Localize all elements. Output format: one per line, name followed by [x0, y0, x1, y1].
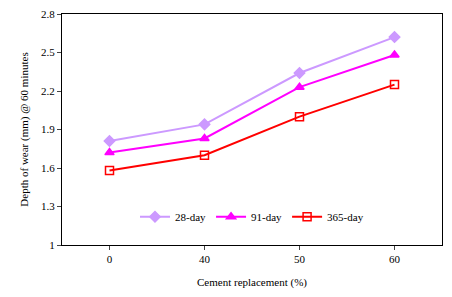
svg-text:1.9: 1.9 [41, 123, 55, 135]
svg-text:28-day: 28-day [175, 211, 206, 223]
svg-text:50: 50 [294, 253, 306, 265]
svg-text:365-day: 365-day [327, 211, 364, 223]
svg-text:Depth of wear (mm) @ 60 minute: Depth of wear (mm) @ 60 minutes [18, 52, 31, 206]
svg-text:40: 40 [199, 253, 211, 265]
svg-text:1.6: 1.6 [41, 162, 55, 174]
svg-text:Cement replacement (%): Cement replacement (%) [197, 276, 307, 289]
svg-text:1.3: 1.3 [41, 200, 55, 212]
svg-text:1: 1 [49, 239, 55, 251]
svg-text:2.8: 2.8 [41, 8, 55, 20]
svg-text:2.5: 2.5 [41, 46, 55, 58]
svg-text:60: 60 [389, 253, 401, 265]
svg-text:91-day: 91-day [251, 211, 282, 223]
svg-text:2.2: 2.2 [41, 85, 55, 97]
svg-text:0: 0 [107, 253, 113, 265]
